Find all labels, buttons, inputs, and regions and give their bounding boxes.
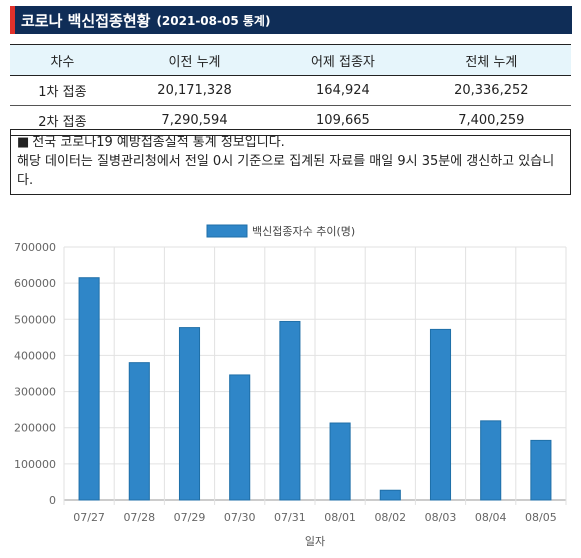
notice-line-1: ■ 전국 코로나19 예방접종실적 통계 정보입니다. — [17, 133, 564, 152]
table-cell: 20,336,252 — [411, 75, 571, 106]
notice-text-2: 해당 데이터는 질병관리청에서 전일 0시 기준으로 집계된 자료를 매일 9시… — [17, 154, 555, 188]
table-cell: 109,665 — [274, 105, 412, 136]
x-tick-label: 07/29 — [174, 511, 206, 524]
table-row: 1차 접종 20,171,328 164,924 20,336,252 — [10, 75, 571, 106]
bar-series — [78, 277, 552, 501]
square-bullet-icon: ■ — [17, 135, 30, 150]
vaccination-bar-chart: 백신접종자수 추이(명) 0 100000 200000 300000 400000 50… — [14, 224, 567, 548]
x-axis: 07/27 07/28 07/29 07/30 07/31 08/01 08/02 08/03… — [73, 511, 557, 524]
table-cell: 1차 접종 — [10, 75, 115, 106]
x-tick-label: 08/02 — [374, 511, 406, 524]
y-tick-label: 300000 — [14, 386, 56, 399]
x-tick-label: 08/03 — [425, 511, 457, 524]
x-tick-label: 07/31 — [274, 511, 306, 524]
legend-swatch — [206, 224, 248, 238]
x-axis-title: 일자 — [305, 534, 325, 548]
y-axis: 0 100000 200000 300000 400000 500000 600000 700… — [14, 241, 56, 507]
y-tick-label: 600000 — [14, 277, 56, 290]
col-header: 이전 누계 — [114, 44, 275, 76]
notice-text-1: 전국 코로나19 예방접종실적 통계 정보입니다. — [32, 135, 285, 150]
col-header: 어제 접종자 — [274, 44, 412, 76]
table-cell: 20,171,328 — [114, 75, 275, 106]
table-cell: 7,290,594 — [114, 105, 275, 136]
bar-08-02[interactable] — [379, 489, 401, 501]
bar-08-04[interactable] — [480, 420, 502, 501]
notice-box: ■ 전국 코로나19 예방접종실적 통계 정보입니다. 해당 데이터는 질병관리청… — [10, 129, 571, 195]
x-tick-label: 08/05 — [525, 511, 557, 524]
y-tick-label: 700000 — [14, 241, 56, 254]
bar-07-30[interactable] — [229, 374, 251, 501]
table-cell: 7,400,259 — [411, 105, 571, 136]
x-tick-label: 08/04 — [475, 511, 507, 524]
header-title: 코로나 백신접종현황 — [21, 11, 151, 30]
table-cell: 2차 접종 — [10, 105, 115, 136]
x-tick-label: 07/30 — [224, 511, 256, 524]
x-tick-label: 07/27 — [73, 511, 105, 524]
bar-07-31[interactable] — [279, 320, 301, 501]
col-header: 차수 — [10, 44, 115, 76]
page-header: 코로나 백신접종현황 (2021-08-05 통계) — [10, 6, 572, 34]
y-tick-label: 0 — [49, 494, 56, 507]
bar-07-27[interactable] — [78, 277, 100, 501]
vaccination-table: 차수 이전 누계 어제 접종자 전체 누계 1차 접종 20,171,328 1… — [10, 44, 571, 136]
x-tick-label: 07/28 — [123, 511, 155, 524]
table-header-row: 차수 이전 누계 어제 접종자 전체 누계 — [10, 44, 571, 76]
y-tick-label: 400000 — [14, 349, 56, 362]
bar-08-01[interactable] — [329, 422, 351, 501]
bar-08-05[interactable] — [530, 439, 552, 501]
y-tick-label: 500000 — [14, 313, 56, 326]
bar-08-03[interactable] — [429, 328, 452, 501]
y-tick-label: 200000 — [14, 422, 56, 435]
table-cell: 164,924 — [274, 75, 412, 106]
x-tick-label: 08/01 — [324, 511, 356, 524]
header-date: (2021-08-05 통계) — [156, 13, 271, 28]
table-row: 2차 접종 7,290,594 109,665 7,400,259 — [10, 105, 571, 136]
y-tick-label: 100000 — [14, 458, 56, 471]
legend-label: 백신접종자수 추이(명) — [252, 225, 355, 238]
col-header: 전체 누계 — [411, 44, 571, 76]
bar-07-28[interactable] — [128, 362, 150, 501]
bar-07-29[interactable] — [178, 327, 201, 501]
chart-legend[interactable]: 백신접종자수 추이(명) — [206, 224, 355, 238]
